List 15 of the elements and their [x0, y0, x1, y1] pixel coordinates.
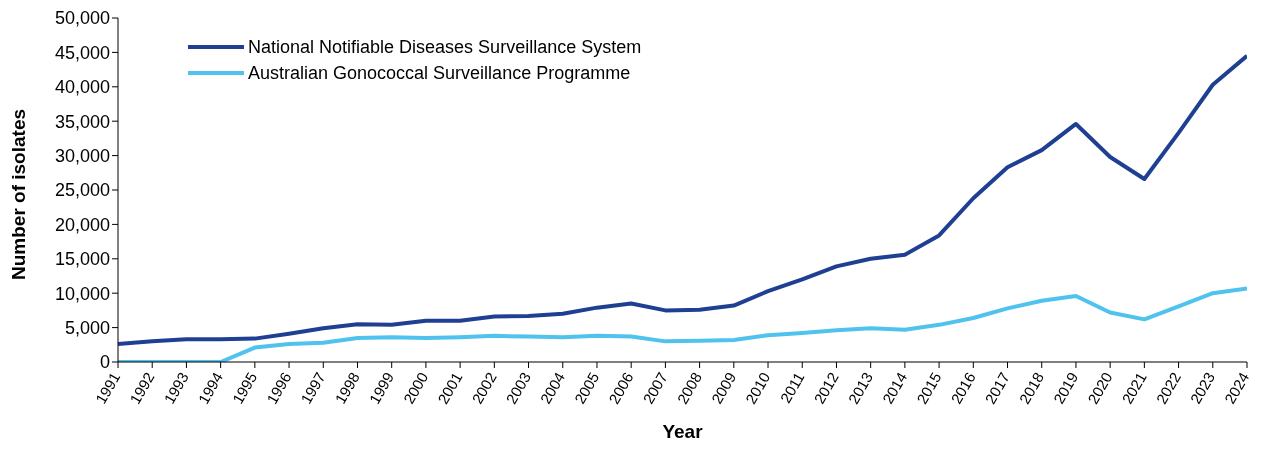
y-axis-title: Number of isolates [7, 108, 29, 280]
y-tick-label: 40,000 [54, 77, 110, 98]
y-tick-label: 10,000 [54, 283, 110, 304]
y-tick-label: 20,000 [54, 214, 110, 235]
y-tick-label: 50,000 [54, 8, 110, 29]
legend-label: Australian Gonococcal Surveillance Programme [248, 62, 631, 84]
y-tick-label: 35,000 [54, 111, 110, 132]
y-tick-label: 30,000 [54, 145, 110, 166]
y-tick-label: 45,000 [54, 42, 110, 63]
y-tick-label: 15,000 [54, 249, 110, 270]
x-axis-title: Year [662, 421, 704, 442]
y-tick-label: 25,000 [54, 180, 110, 201]
y-tick-label: 0 [99, 352, 110, 373]
legend-label: National Notifiable Diseases Surveillance System [248, 36, 642, 58]
y-tick-label: 5,000 [64, 317, 110, 338]
